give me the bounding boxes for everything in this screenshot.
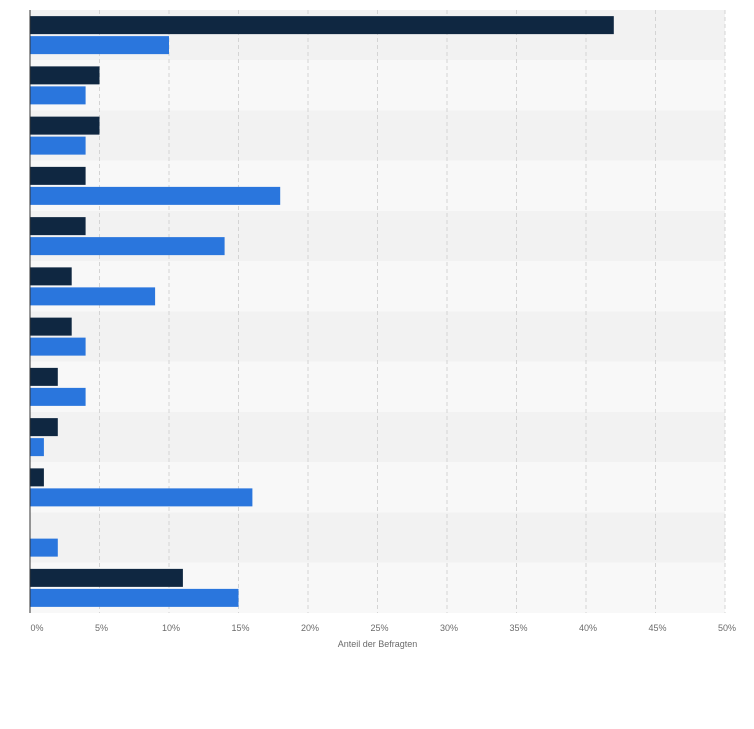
x-tick-label-50pct: 50% [718,623,736,633]
bar-row6-series1 [30,267,72,286]
bar-row1-series2 [30,36,169,55]
x-tick-label-5pct: 5% [95,623,108,633]
bar-row2-series2 [30,86,86,105]
x-axis-title: Anteil der Befragten [338,639,418,649]
x-tick-label-40pct: 40% [579,623,597,633]
bar-row3-series1 [30,116,100,135]
bar-row10-series2 [30,488,253,507]
x-tick-label-45pct: 45% [648,623,666,633]
bar-row4-series2 [30,186,281,205]
gridlines [99,10,726,613]
bar-row9-series1 [30,418,58,437]
bar-row10-series1 [30,468,44,487]
bar-row12-series2 [30,588,239,607]
bar-row8-series2 [30,387,86,406]
bar-row4-series1 [30,166,86,185]
bar-row6-series2 [30,287,156,306]
bar-row1-series1 [30,16,614,35]
x-tick-label-30pct: 30% [440,623,458,633]
bar-row12-series1 [30,568,183,587]
x-tick-label-35pct: 35% [509,623,527,633]
bar-row3-series2 [30,136,86,155]
bar-row11-series2 [30,538,58,557]
bar-row7-series1 [30,317,72,336]
x-tick-labels: 0% 5% 10% 15% 20% 25% 30% 35% 40% 45% 50% [30,623,736,633]
bar-row9-series2 [30,438,44,457]
bar-row8-series1 [30,367,58,386]
x-tick-label-20pct: 20% [301,623,319,633]
x-tick-label-0pct: 0% [30,623,43,633]
x-tick-label-10pct: 10% [162,623,180,633]
bar-row7-series2 [30,337,86,356]
bar-row5-series2 [30,237,225,256]
bars [30,16,614,607]
bar-row5-series1 [30,217,86,236]
x-tick-label-15pct: 15% [231,623,249,633]
x-tick-label-25pct: 25% [370,623,388,633]
bar-row2-series1 [30,66,100,85]
